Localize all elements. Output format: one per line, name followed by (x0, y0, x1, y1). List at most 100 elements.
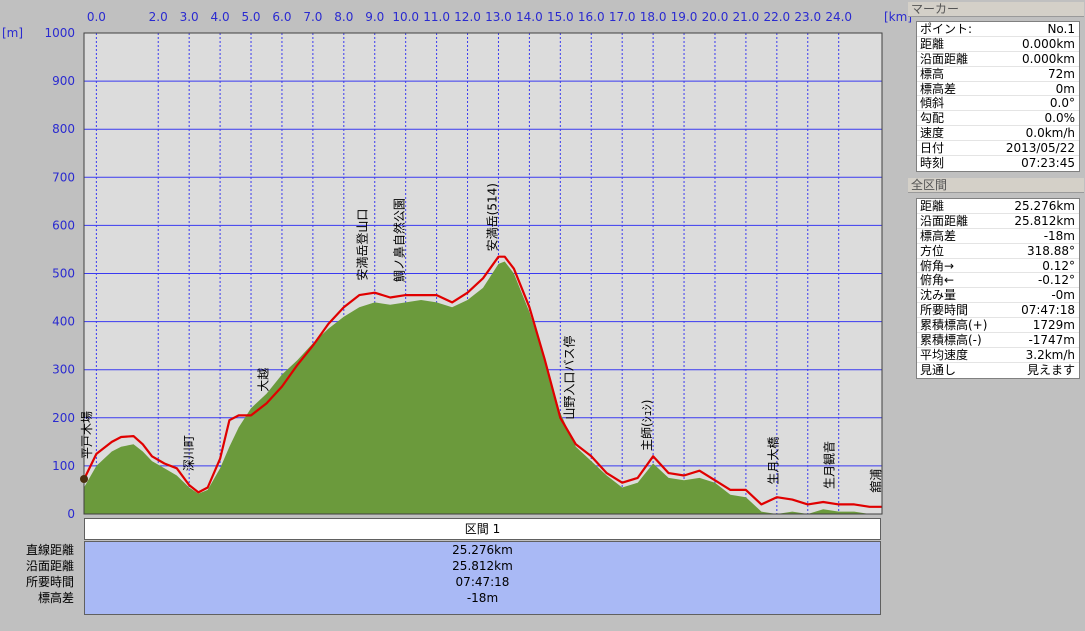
peak-label: 生月観音 (821, 441, 836, 489)
peak-label: 深川町 (182, 435, 196, 471)
x-tick-label: 11.0 (423, 10, 450, 24)
whole-row-value: 07:47:18 (1021, 303, 1075, 318)
peak-label: 安満岳(514) (484, 183, 499, 251)
whole-row-value: -18m (1043, 228, 1075, 243)
y-tick-label: 800 (52, 122, 75, 136)
x-tick-label: 18.0 (640, 10, 667, 24)
whole-row-label: 累積標高(-) (920, 333, 982, 348)
marker-row-value: 0.000km (1022, 51, 1075, 66)
marker-row-label: 速度 (920, 126, 945, 141)
whole-row-value: 0.12° (1042, 258, 1075, 273)
x-tick-label: 13.0 (485, 10, 512, 24)
marker-row-label: 勾配 (920, 111, 945, 126)
x-tick-label: 19.0 (671, 10, 698, 24)
section-row-value: 25.812km (452, 559, 513, 573)
whole-row: 平均速度 3.2km/h (917, 348, 1079, 363)
plot-frame (83, 32, 883, 515)
start-marker[interactable] (80, 475, 88, 483)
peak-label: 安満岳登山口 (354, 209, 369, 281)
section-row-value: -18m (466, 591, 499, 605)
marker-row: 沿面距離 0.000km (917, 52, 1079, 67)
whole-row-label: 沿面距離 (920, 213, 969, 228)
x-tick-label: 5.0 (241, 10, 260, 24)
peak-label: 鯛ノ鼻自然公園 (391, 198, 406, 282)
marker-row: 標高差 0m (917, 82, 1079, 97)
y-tick-label: 300 (52, 363, 75, 377)
whole-row: 累積標高(-) -1747m (917, 333, 1079, 348)
y-tick-label: 200 (52, 411, 75, 425)
x-tick-label: 8.0 (334, 10, 353, 24)
whole-row-label: 見通し (920, 362, 957, 377)
marker-row-label: 距離 (920, 36, 945, 51)
whole-row-value: -0m (1051, 288, 1075, 303)
route-elevation-line (83, 255, 882, 508)
y-unit-label: [m] (2, 26, 23, 40)
x-tick-label: 6.0 (272, 10, 291, 24)
whole-row-value: -0.12° (1037, 273, 1075, 288)
terrain-area (84, 261, 882, 514)
x-tick-label: 2.0 (149, 10, 168, 24)
whole-row: 所要時間 07:47:18 (917, 303, 1079, 319)
whole-row: 距離 25.276km (917, 199, 1079, 214)
x-tick-label: 0.0 (87, 10, 106, 24)
marker-row: 日付 2013/05/22 (917, 141, 1079, 157)
y-tick-label: 700 (52, 170, 75, 184)
whole-row-label: 方位 (920, 243, 945, 258)
marker-panel-title: マーカー (908, 2, 1084, 17)
peak-labels: 平戸木場深川町 大越 安満岳登山口 鯛ノ鼻自然公園 安満岳(514) 山野入口バス停主師(… (80, 183, 883, 493)
x-tick-label: 3.0 (180, 10, 199, 24)
x-tick-label: 12.0 (454, 10, 481, 24)
whole-row: 沿面距離 25.812km (917, 214, 1079, 229)
whole-row-label: 標高差 (920, 228, 957, 243)
y-tick-label: 1000 (44, 26, 75, 40)
x-tick-label: 15.0 (547, 10, 574, 24)
peak-label: 大越 (256, 368, 270, 392)
section-row-label: 所要時間 (25, 575, 74, 589)
x-tick-label: 22.0 (763, 10, 790, 24)
whole-row: 沈み量 -0m (917, 288, 1079, 304)
x-tick-label: 24.0 (825, 10, 852, 24)
x-tick-label: 9.0 (365, 10, 384, 24)
section-row-labels: 直線距離 沿面距離 所要時間 標高差 (0, 542, 78, 606)
x-unit-label: [km] (884, 10, 912, 24)
section-row-value: 07:47:18 (455, 575, 510, 589)
whole-row-label: 所要時間 (920, 303, 969, 318)
marker-row-value: 0.000km (1022, 36, 1075, 51)
x-tick-labels: 0.0 2.0 3.0 4.0 5.0 6.0 7.0 8.0 9.0 10.0 11.0 12.0 1… (87, 10, 852, 24)
x-tick-label: 7.0 (303, 10, 322, 24)
peak-label: 舘浦 (868, 469, 883, 493)
marker-row-value: 0.0km/h (1025, 126, 1075, 141)
whole-section-panel-title: 全区間 (908, 178, 1084, 193)
section-header[interactable]: 区間 1 (84, 518, 881, 540)
whole-row-label: 累積標高(+) (920, 318, 988, 333)
peak-label: 山野入口バス停 (562, 336, 577, 420)
marker-row-label: 標高 (920, 66, 945, 81)
x-tick-label: 16.0 (578, 10, 605, 24)
whole-row-label: 平均速度 (920, 347, 969, 362)
whole-row: 見通し 見えます (917, 363, 1079, 378)
marker-row-value: 72m (1048, 66, 1075, 81)
whole-row-label: 距離 (920, 199, 945, 213)
marker-row: 標高 72m (917, 67, 1079, 82)
whole-row: 方位 318.88° (917, 244, 1079, 259)
section-row-label: 沿面距離 (25, 559, 74, 573)
marker-row: ポイント: No.1 (917, 22, 1079, 37)
whole-row-value: 1729m (1032, 318, 1075, 333)
marker-row-label: 傾斜 (920, 96, 945, 111)
whole-row-value: -1747m (1028, 333, 1075, 348)
marker-row: 傾斜 0.0° (917, 96, 1079, 112)
x-tick-label: 23.0 (794, 10, 821, 24)
x-tick-label: 14.0 (516, 10, 543, 24)
whole-row: 俯角→ 0.12° (917, 259, 1079, 274)
marker-row: 距離 0.000km (917, 37, 1079, 52)
y-tick-label: 400 (52, 315, 75, 329)
peak-label: 平戸木場 (80, 411, 94, 459)
whole-row-value: 見えます (1026, 362, 1075, 377)
y-tick-label: 500 (52, 267, 75, 281)
peak-label: 主師(ｼｭｼ) (640, 400, 654, 451)
marker-row: 速度 0.0km/h (917, 126, 1079, 142)
whole-row: 標高差 -18m (917, 229, 1079, 244)
marker-row-value: 0m (1055, 81, 1075, 96)
x-tick-label: 10.0 (392, 10, 419, 24)
